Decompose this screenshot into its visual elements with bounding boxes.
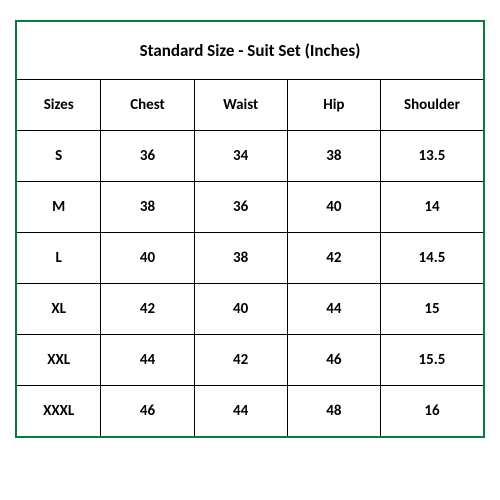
header-row: Sizes Chest Waist Hip Shoulder [17,80,483,131]
cell-chest: 36 [101,131,194,182]
cell-shoulder: 14 [380,182,483,233]
table-title: Standard Size - Suit Set (Inches) [17,22,483,80]
cell-waist: 42 [194,335,287,386]
cell-size: XL [17,284,101,335]
cell-hip: 40 [287,182,380,233]
cell-waist: 36 [194,182,287,233]
cell-hip: 42 [287,233,380,284]
cell-chest: 42 [101,284,194,335]
cell-size: S [17,131,101,182]
size-chart-table: Standard Size - Suit Set (Inches) Sizes … [17,22,483,436]
header-hip: Hip [287,80,380,131]
title-row: Standard Size - Suit Set (Inches) [17,22,483,80]
cell-chest: 40 [101,233,194,284]
cell-shoulder: 15 [380,284,483,335]
table-row: XXL 44 42 46 15.5 [17,335,483,386]
table-row: M 38 36 40 14 [17,182,483,233]
cell-shoulder: 15.5 [380,335,483,386]
cell-shoulder: 14.5 [380,233,483,284]
table-row: XXXL 46 44 48 16 [17,386,483,437]
cell-waist: 34 [194,131,287,182]
header-chest: Chest [101,80,194,131]
table-row: L 40 38 42 14.5 [17,233,483,284]
cell-chest: 46 [101,386,194,437]
cell-waist: 40 [194,284,287,335]
cell-chest: 44 [101,335,194,386]
cell-size: XXXL [17,386,101,437]
header-shoulder: Shoulder [380,80,483,131]
cell-chest: 38 [101,182,194,233]
cell-hip: 38 [287,131,380,182]
cell-size: L [17,233,101,284]
table-row: XL 42 40 44 15 [17,284,483,335]
cell-waist: 38 [194,233,287,284]
size-chart-container: Standard Size - Suit Set (Inches) Sizes … [15,20,485,438]
cell-size: M [17,182,101,233]
cell-shoulder: 13.5 [380,131,483,182]
cell-hip: 48 [287,386,380,437]
table-row: S 36 34 38 13.5 [17,131,483,182]
cell-waist: 44 [194,386,287,437]
cell-size: XXL [17,335,101,386]
cell-shoulder: 16 [380,386,483,437]
header-sizes: Sizes [17,80,101,131]
cell-hip: 44 [287,284,380,335]
header-waist: Waist [194,80,287,131]
cell-hip: 46 [287,335,380,386]
